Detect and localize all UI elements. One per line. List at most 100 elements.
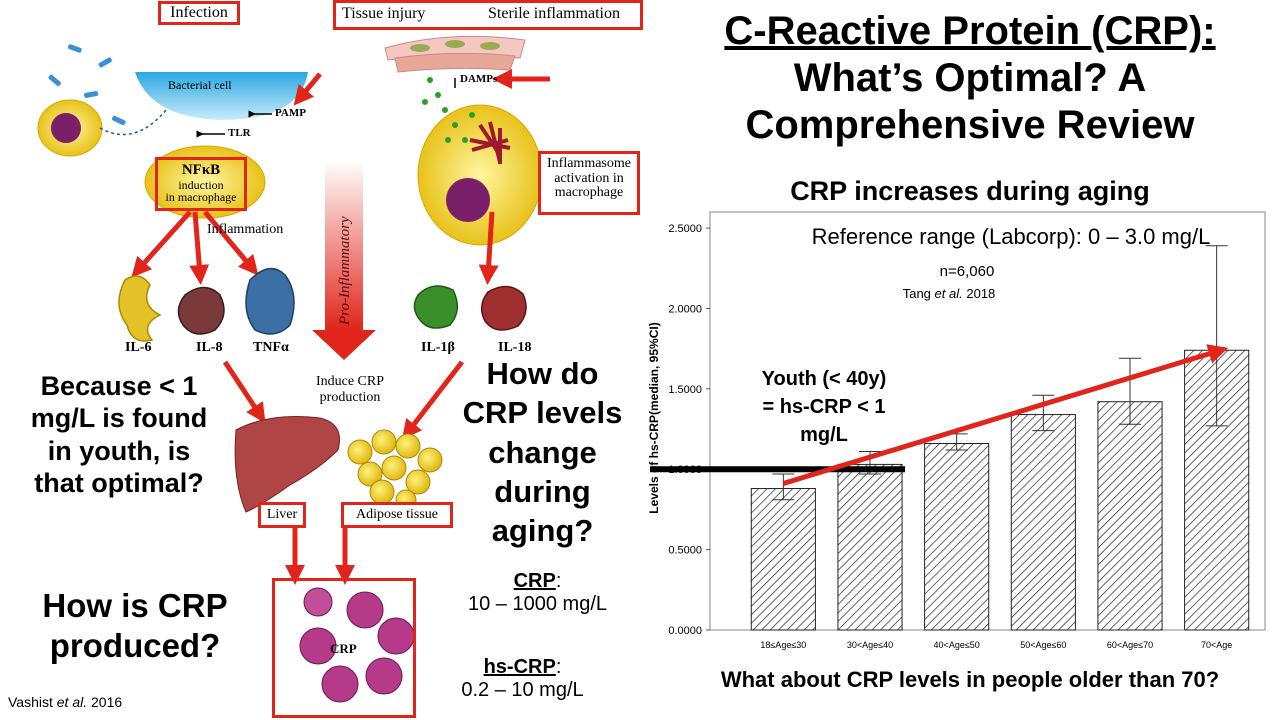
nfkb-box: NFκB induction in macrophage [155,157,247,211]
bar [837,463,903,631]
pro-inflammatory-arrow [312,160,376,360]
y-axis-label: Levels of hs-CRP(median, 95%CI) [647,322,661,513]
citation-etal: et al. [56,694,88,710]
macrophage-icon [37,99,103,157]
bar [750,488,816,631]
y-tick-label: 2.5000 [668,223,702,235]
tnfa-protein-icon [245,267,295,335]
crp-production-diagram [37,10,550,703]
nfkb-label: NFκB [181,162,221,178]
q2-line2: produced? [49,626,221,664]
induce-crp-label: Induce CRP production [300,374,400,406]
source-year: 2018 [966,286,995,301]
q2-line1: How is CRP [42,587,228,624]
macrophage-icon [144,145,266,219]
crp-range-value: 10 – 1000 mg/L [468,593,607,615]
question-how-produced: How is CRP produced? [10,586,260,665]
citation-vashist: Vashist et al. 2016 [8,694,122,710]
cytokine-il6: IL-6 [125,340,152,355]
tissue-injury-label: Tissue injury [342,5,426,22]
liver-box: Liver [258,502,306,528]
q3-line3: change [488,434,597,470]
x-tick-label: 60<Age≤70 [1107,640,1153,650]
crp-range-block: CRP: 10 – 1000 mg/L [445,570,630,616]
source-annotation: Tang et al. 2018 [903,286,996,301]
tlr-label: TLR [228,127,251,139]
infection-box: Infection [158,1,240,25]
q3-line2: CRP levels [462,395,623,431]
question-change-aging: How do CRP levels change during aging? [450,354,635,551]
nfkb-sub2: in macrophage [165,190,237,205]
citation-year: 2016 [91,694,123,710]
q3-line4: during [494,474,591,510]
damps-label: DAMPs [460,73,498,85]
x-tick-label: 30<Age≤40 [847,640,893,650]
q3-line1: How do [486,356,599,391]
hs-crp-age-chart: Levels of hs-CRP(median, 95%CI) 0.0000 0.… [647,211,1266,650]
inflammasome-macrophage-icon [417,77,543,246]
y-tick-label: 0.5000 [668,545,702,557]
inflammasome-line1: Inflammasome [547,156,631,171]
nfkb-sub1: induction [178,177,224,192]
x-tick-label: 50<Age≤60 [1020,640,1066,650]
source-etal: et al. [935,286,963,301]
slide-title: C-Reactive Protein (CRP): What’s Optimal… [660,8,1280,148]
tissue-injury-box: Tissue injury Sterile inflammation [333,0,643,30]
cytokine-il1b: IL-1β [421,340,455,355]
question-youth-optimal: Because < 1 mg/L is found in youth, is t… [8,370,230,500]
bar [1010,414,1076,631]
slide-subtitle: CRP increases during aging [790,176,1150,206]
reference-range-annotation: Reference range (Labcorp): 0 – 3.0 mg/L [812,224,1211,249]
cytokine-il8: IL-8 [196,340,223,355]
infection-label: Infection [170,4,228,21]
il18-protein-icon [480,285,527,331]
x-tick-label: 18≤Age≤30 [760,640,806,650]
crp-box: CRP [272,578,416,718]
q1-line1: Because < 1 [40,371,198,401]
y-tick-label: 0.0000 [668,625,702,637]
source-author: Tang [903,286,931,301]
title-line3: Comprehensive Review [745,102,1195,147]
youth-annotation-line3: mg/L [800,424,848,446]
liver-label: Liver [266,507,298,522]
title-line2: What’s Optimal? A [793,55,1147,100]
induce-line2: production [319,390,381,405]
sample-size-annotation: n=6,060 [940,263,995,280]
il6-protein-icon [118,275,162,342]
youth-annotation-line2: = hs-CRP < 1 [762,396,885,418]
title-line1: C-Reactive Protein (CRP): [724,9,1216,53]
y-tick-label: 2.0000 [668,303,702,315]
sterile-inflammation-label: Sterile inflammation [488,5,620,22]
q1-line2: mg/L is found [30,403,208,434]
citation-author: Vashist [8,694,53,710]
liver-icon [234,416,340,513]
cytokine-tnfa: TNFα [253,340,289,355]
trend-arrow [782,344,1229,486]
y-tick-label: 1.5000 [668,384,702,396]
hscrp-range-value: 0.2 – 10 mg/L [461,679,584,701]
tissue-layer-icon [384,35,526,73]
crp-pentamer-icon [299,587,415,703]
bacterial-cell-label: Bacterial cell [168,78,232,92]
adipose-label: Adipose tissue [355,507,439,522]
inflammasome-line2: activation in [554,170,624,186]
q3-line5: aging? [491,513,594,549]
adipose-box: Adipose tissue [341,502,453,528]
pro-inflammatory-label: Pro-Inflammatory [337,216,353,325]
pamp-label: PAMP [275,107,306,119]
inflammation-label: Inflammation [207,222,284,237]
x-tick-label: 70<Age [1201,640,1232,650]
hscrp-range-label: hs-CRP [483,656,556,678]
bacteria-icon [48,44,126,126]
x-tick-label: 40<Age≤50 [934,640,980,650]
hscrp-range-block: hs-CRP: 0.2 – 10 mg/L [430,656,615,702]
bacterial-cell-icon [135,72,308,120]
crp-range-label: CRP [513,570,556,592]
bottom-question: What about CRP levels in people older th… [720,667,1220,692]
inflammasome-box: Inflammasome activation in macrophage [538,151,640,215]
inflammasome-line3: macrophage [554,185,624,201]
bar [924,443,990,631]
bar [1097,401,1163,631]
q1-line4: that optimal? [34,468,204,499]
induce-line1: Induce CRP [315,374,385,389]
